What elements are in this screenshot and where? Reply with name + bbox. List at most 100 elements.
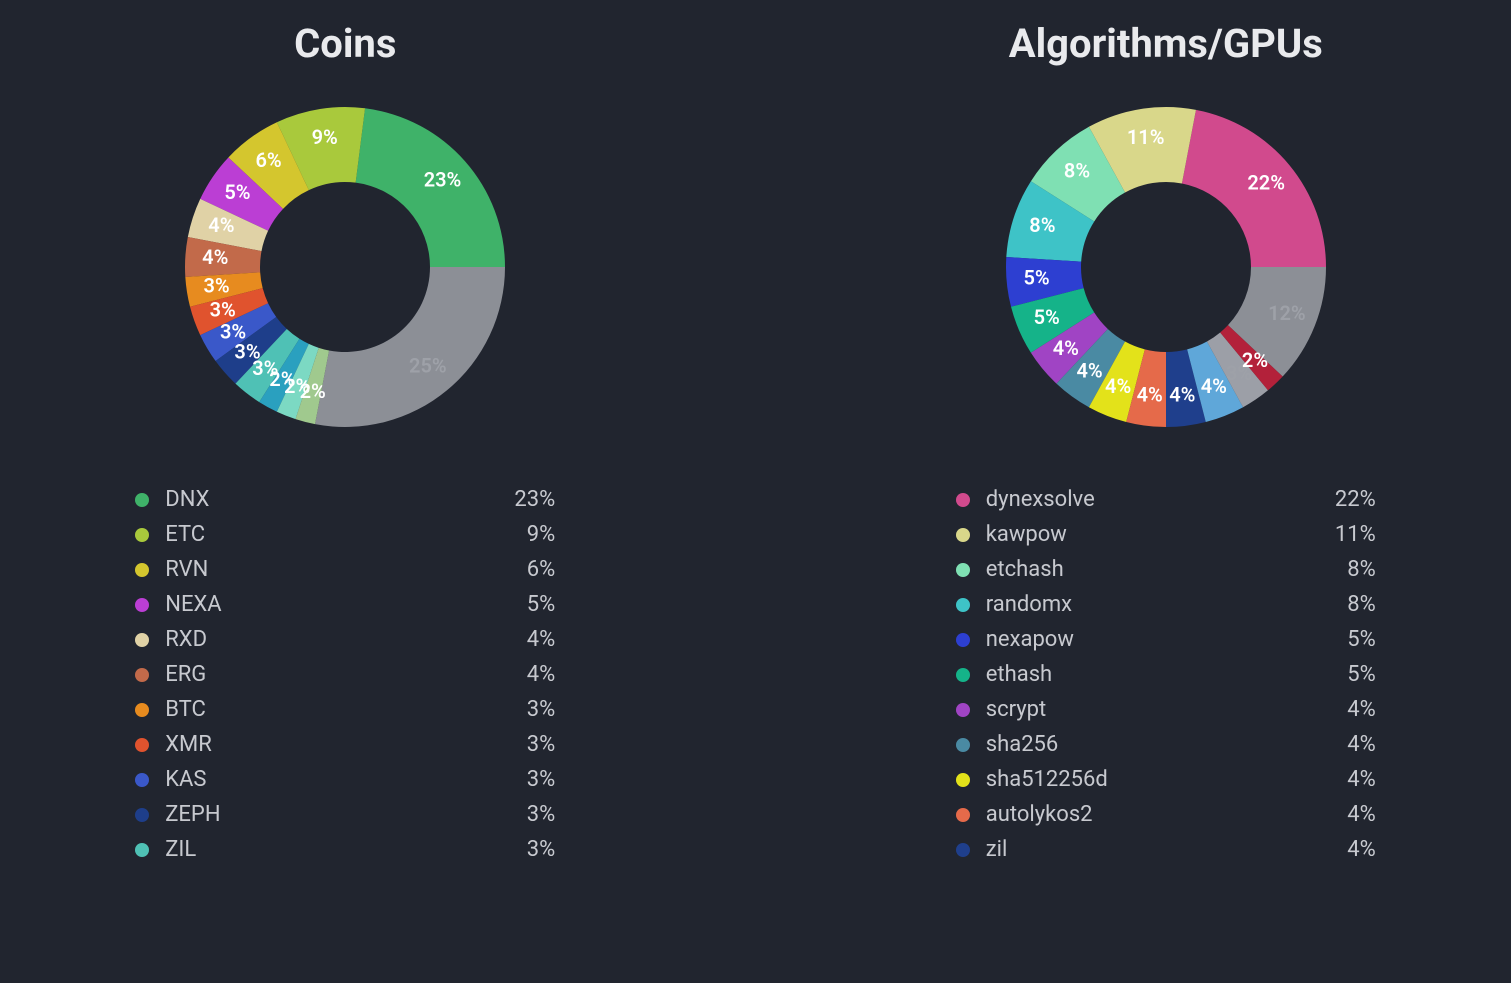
legend-value: 5% [1347, 662, 1375, 687]
legend-value: 5% [1347, 627, 1375, 652]
legend-row[interactable]: NEXA5% [135, 592, 555, 617]
legend-row[interactable]: etchash8% [956, 557, 1376, 582]
legend-label: NEXA [165, 592, 527, 617]
legend-row[interactable]: scrypt4% [956, 697, 1376, 722]
legend-row[interactable]: kawpow11% [956, 522, 1376, 547]
legend-row[interactable]: BTC3% [135, 697, 555, 722]
legend-label: XMR [165, 732, 527, 757]
legend-label: etchash [986, 557, 1348, 582]
legend-value: 4% [527, 627, 555, 652]
legend-label: DNX [165, 487, 514, 512]
legend-dot-icon [956, 528, 970, 542]
legend-row[interactable]: RXD4% [135, 627, 555, 652]
legend-label: RVN [165, 557, 527, 582]
legend-label: sha512256d [986, 767, 1348, 792]
legend-dot-icon [956, 808, 970, 822]
donut-chart: 23%9%6%5%4%4%3%3%3%3%3%2%2%2%25% [175, 97, 515, 437]
legend-dot-icon [956, 563, 970, 577]
legend-value: 23% [514, 487, 555, 512]
legend-dot-icon [135, 738, 149, 752]
legend-row[interactable]: ZEPH3% [135, 802, 555, 827]
legend-row[interactable]: ethash5% [956, 662, 1376, 687]
legend: dynexsolve22%kawpow11%etchash8%randomx8%… [956, 487, 1376, 862]
legend-dot-icon [956, 598, 970, 612]
legend-row[interactable]: ERG4% [135, 662, 555, 687]
legend-row[interactable]: dynexsolve22% [956, 487, 1376, 512]
legend-value: 4% [1347, 837, 1375, 862]
legend-value: 4% [1347, 697, 1375, 722]
legend-value: 11% [1335, 522, 1376, 547]
legend-value: 22% [1335, 487, 1376, 512]
legend-row[interactable]: nexapow5% [956, 627, 1376, 652]
dashboard-root: Coins 23%9%6%5%4%4%3%3%3%3%3%2%2%2%25% DNX… [0, 0, 1511, 983]
legend-dot-icon [135, 668, 149, 682]
legend-value: 3% [527, 732, 555, 757]
legend-label: nexapow [986, 627, 1348, 652]
panel-algorithms: Algorithms/GPUs 22%11%8%8%5%5%4%4%4%4%4%4… [881, 20, 1452, 983]
legend-label: autolykos2 [986, 802, 1348, 827]
legend-dot-icon [956, 703, 970, 717]
legend-value: 3% [527, 802, 555, 827]
legend-label: KAS [165, 767, 527, 792]
legend-label: RXD [165, 627, 527, 652]
legend-dot-icon [956, 633, 970, 647]
donut-slice-other[interactable] [315, 267, 505, 427]
legend-label: scrypt [986, 697, 1348, 722]
legend-value: 9% [527, 522, 555, 547]
legend-value: 8% [1347, 592, 1375, 617]
legend-dot-icon [956, 493, 970, 507]
legend-row[interactable]: sha2564% [956, 732, 1376, 757]
legend-dot-icon [135, 633, 149, 647]
legend-label: ZEPH [165, 802, 527, 827]
legend-row[interactable]: RVN6% [135, 557, 555, 582]
legend-dot-icon [956, 738, 970, 752]
legend-dot-icon [135, 598, 149, 612]
legend-value: 3% [527, 837, 555, 862]
legend-row[interactable]: XMR3% [135, 732, 555, 757]
legend-value: 4% [527, 662, 555, 687]
legend-value: 5% [527, 592, 555, 617]
legend-value: 4% [1347, 732, 1375, 757]
legend-dot-icon [135, 843, 149, 857]
legend: DNX23%ETC9%RVN6%NEXA5%RXD4%ERG4%BTC3%XMR… [135, 487, 555, 862]
panel-title: Algorithms/GPUs [1009, 20, 1323, 67]
donut-chart: 22%11%8%8%5%5%4%4%4%4%4%4%3%2%12% [996, 97, 1336, 437]
legend-row[interactable]: ZIL3% [135, 837, 555, 862]
legend-dot-icon [135, 773, 149, 787]
legend-value: 8% [1347, 557, 1375, 582]
legend-label: BTC [165, 697, 527, 722]
legend-label: ethash [986, 662, 1348, 687]
legend-label: zil [986, 837, 1348, 862]
legend-label: ERG [165, 662, 527, 687]
legend-label: ETC [165, 522, 527, 547]
legend-label: dynexsolve [986, 487, 1335, 512]
legend-dot-icon [956, 668, 970, 682]
legend-row[interactable]: sha512256d4% [956, 767, 1376, 792]
legend-dot-icon [135, 703, 149, 717]
legend-dot-icon [956, 773, 970, 787]
legend-dot-icon [135, 563, 149, 577]
legend-value: 6% [527, 557, 555, 582]
legend-dot-icon [135, 528, 149, 542]
legend-label: randomx [986, 592, 1348, 617]
legend-value: 3% [527, 697, 555, 722]
legend-label: sha256 [986, 732, 1348, 757]
legend-row[interactable]: ETC9% [135, 522, 555, 547]
legend-dot-icon [956, 843, 970, 857]
legend-label: ZIL [165, 837, 527, 862]
legend-value: 3% [527, 767, 555, 792]
legend-dot-icon [135, 493, 149, 507]
legend-value: 4% [1347, 767, 1375, 792]
donut-slice-dnx[interactable] [356, 108, 505, 267]
legend-row[interactable]: autolykos24% [956, 802, 1376, 827]
legend-dot-icon [135, 808, 149, 822]
donut-slice-dynexsolve[interactable] [1182, 110, 1326, 267]
legend-row[interactable]: DNX23% [135, 487, 555, 512]
panel-coins: Coins 23%9%6%5%4%4%3%3%3%3%3%2%2%2%25% DNX… [60, 20, 631, 983]
legend-row[interactable]: randomx8% [956, 592, 1376, 617]
legend-label: kawpow [986, 522, 1335, 547]
legend-row[interactable]: zil4% [956, 837, 1376, 862]
legend-row[interactable]: KAS3% [135, 767, 555, 792]
panel-title: Coins [294, 20, 396, 67]
legend-value: 4% [1347, 802, 1375, 827]
